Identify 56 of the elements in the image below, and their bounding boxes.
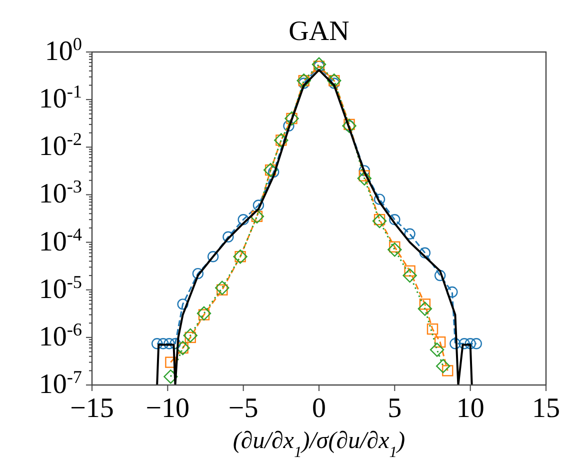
point (450, 338, 461, 350)
point (184, 332, 196, 344)
point (404, 228, 416, 240)
point (357, 171, 372, 186)
x-tick-label: −5 (228, 393, 258, 424)
point (434, 336, 446, 348)
point (198, 309, 210, 320)
point (164, 338, 175, 350)
y-tick-label: 10$^{-1}$ (38, 82, 82, 115)
point (419, 298, 431, 310)
point (418, 302, 432, 316)
point (207, 251, 219, 262)
point (358, 165, 370, 176)
point (404, 265, 416, 277)
y-tick-label: 10$^{-4}$ (38, 224, 82, 258)
point (402, 268, 417, 283)
x-tick-label: 0 (312, 393, 326, 424)
point (238, 214, 249, 226)
point (151, 338, 163, 350)
x-tick-label: 15 (532, 393, 560, 424)
y-tick-label: 10$^{-5}$ (38, 272, 82, 305)
point (458, 338, 470, 350)
point (374, 214, 386, 226)
chart-title: GAN (288, 16, 350, 47)
point (252, 200, 264, 211)
point (374, 194, 386, 205)
point (430, 342, 444, 357)
point (464, 338, 476, 350)
point (419, 247, 431, 258)
point (312, 57, 326, 72)
point (177, 298, 188, 310)
point (215, 280, 230, 295)
point (164, 370, 178, 384)
point (470, 338, 482, 350)
point (158, 338, 169, 350)
x-tick-label: −10 (146, 393, 190, 424)
point (388, 242, 402, 257)
y-tick-label: 10$^{-2}$ (38, 129, 82, 162)
y-tick-label: 10$^{-6}$ (38, 319, 82, 352)
point (283, 120, 294, 132)
y-tick-label: 10$^{0}$ (44, 34, 82, 67)
point (170, 338, 181, 350)
point (389, 214, 400, 226)
point (372, 214, 387, 228)
y-tick-label: 10$^{-3}$ (38, 176, 82, 210)
point (196, 306, 212, 320)
point (183, 328, 198, 343)
point (436, 358, 450, 374)
point (268, 166, 280, 178)
x-axis-title: (∂u/∂x$_{1}$)/σ(∂u/∂x$_{1}$) (232, 428, 406, 460)
point (192, 268, 204, 280)
x-tick-label: 10 (456, 393, 484, 424)
x-tick-label: 5 (388, 393, 402, 424)
point (426, 323, 438, 335)
point (222, 231, 234, 242)
point (434, 270, 446, 282)
